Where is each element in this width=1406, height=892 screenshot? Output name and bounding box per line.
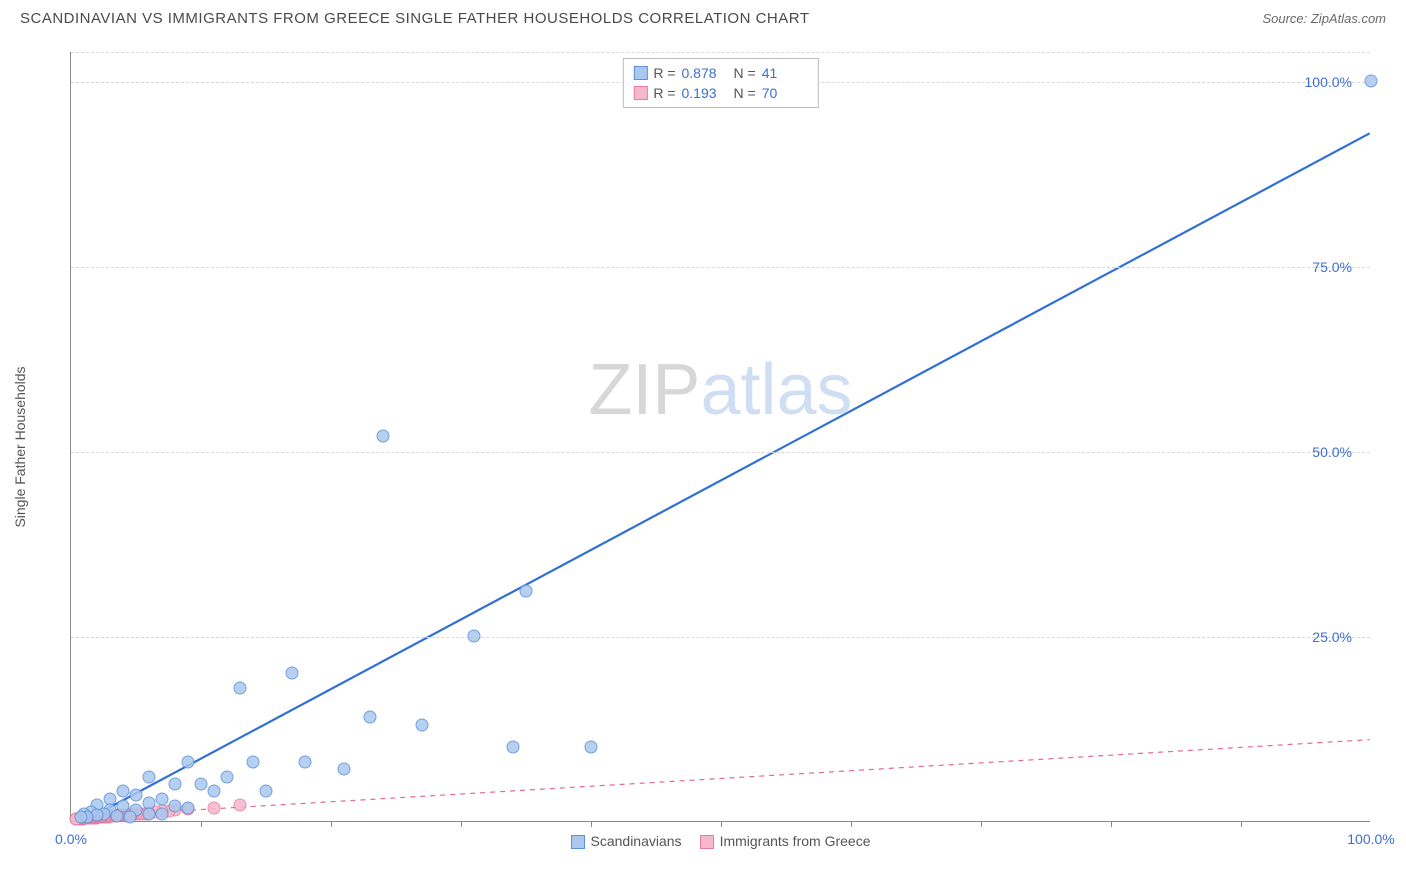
data-point [75, 811, 88, 824]
data-point [377, 430, 390, 443]
data-point [234, 799, 247, 812]
legend-item: Scandinavians [571, 833, 682, 849]
x-tick [461, 821, 462, 827]
y-tick-label: 75.0% [1312, 259, 1352, 275]
y-axis-label: Single Father Households [12, 366, 28, 527]
y-tick-label: 25.0% [1312, 629, 1352, 645]
correlation-chart: ZIPatlas R =0.878N =41R =0.193N =70 Scan… [50, 42, 1390, 852]
gridline [71, 267, 1370, 268]
x-tick [1241, 821, 1242, 827]
legend-n-label: N = [734, 63, 756, 83]
data-point [1365, 74, 1378, 87]
data-point [338, 763, 351, 776]
data-point [182, 801, 195, 814]
trendline [71, 740, 1369, 818]
data-point [156, 807, 169, 820]
data-point [247, 755, 260, 768]
data-point [195, 777, 208, 790]
data-point [123, 811, 136, 824]
legend-n-value: 70 [762, 83, 808, 103]
legend-label: Scandinavians [591, 833, 682, 849]
x-tick [201, 821, 202, 827]
data-point [260, 785, 273, 798]
data-point [416, 718, 429, 731]
data-point [130, 789, 143, 802]
data-point [182, 755, 195, 768]
data-point [117, 785, 130, 798]
source-credit: Source: ZipAtlas.com [1262, 11, 1386, 26]
y-tick-label: 100.0% [1305, 74, 1352, 90]
data-point [299, 755, 312, 768]
x-tick [331, 821, 332, 827]
legend-n-label: N = [734, 83, 756, 103]
data-point [156, 792, 169, 805]
data-point [208, 801, 221, 814]
x-tick [851, 821, 852, 827]
data-point [507, 740, 520, 753]
legend-stats: R = 0.878 N = 41 R = 0.193 N = 70 [622, 58, 818, 108]
data-point [364, 711, 377, 724]
legend-r-value: 0.193 [682, 83, 728, 103]
legend-swatch [571, 835, 585, 849]
trend-lines [71, 52, 1370, 821]
gridline [71, 452, 1370, 453]
page-title: SCANDINAVIAN VS IMMIGRANTS FROM GREECE S… [20, 10, 810, 27]
data-point [169, 777, 182, 790]
data-point [468, 629, 481, 642]
data-point [143, 807, 156, 820]
data-point [234, 681, 247, 694]
data-point [520, 585, 533, 598]
legend-swatch [633, 86, 647, 100]
trendline [84, 133, 1369, 821]
x-tick-label: 100.0% [1347, 831, 1394, 847]
legend-stat-row: R = 0.878 N = 41 [633, 63, 807, 83]
legend-label: Immigrants from Greece [720, 833, 871, 849]
legend-r-value: 0.878 [682, 63, 728, 83]
legend-swatch [700, 835, 714, 849]
data-point [221, 770, 234, 783]
legend-stat-row: R = 0.193 N = 70 [633, 83, 807, 103]
legend-r-label: R = [653, 83, 675, 103]
x-tick [591, 821, 592, 827]
x-tick [981, 821, 982, 827]
legend-series: Scandinavians Immigrants from Greece [571, 833, 871, 849]
y-tick-label: 50.0% [1312, 444, 1352, 460]
legend-swatch [633, 66, 647, 80]
data-point [208, 785, 221, 798]
data-point [143, 770, 156, 783]
data-point [110, 809, 123, 822]
x-tick-label: 0.0% [55, 831, 87, 847]
gridline [71, 52, 1370, 53]
x-tick [721, 821, 722, 827]
data-point [169, 800, 182, 813]
legend-item: Immigrants from Greece [700, 833, 871, 849]
legend-r-label: R = [653, 63, 675, 83]
legend-n-value: 41 [762, 63, 808, 83]
gridline [71, 637, 1370, 638]
data-point [585, 740, 598, 753]
x-tick [1111, 821, 1112, 827]
data-point [286, 666, 299, 679]
